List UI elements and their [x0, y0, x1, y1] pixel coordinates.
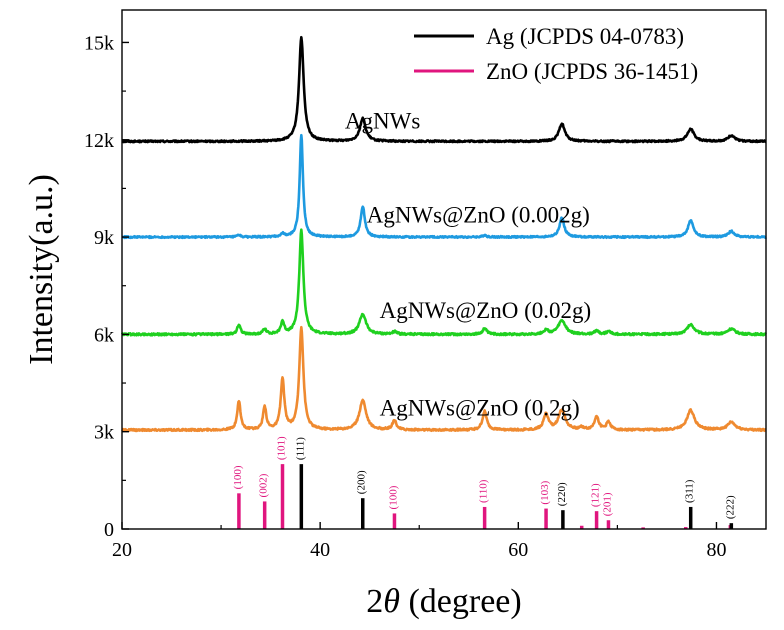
- stick-label: (311): [684, 479, 696, 503]
- x-tick-label: 20: [112, 539, 132, 561]
- legend-label: ZnO (JCPDS 36-1451): [486, 59, 698, 84]
- y-tick-label: 12k: [84, 130, 114, 152]
- x-tick-label: 60: [508, 539, 528, 561]
- y-tick-label: 3k: [94, 422, 114, 444]
- stick-label: (100): [387, 485, 399, 509]
- y-tick-label: 6k: [94, 324, 114, 346]
- y-axis-title: Intensity(a.u.): [23, 174, 60, 365]
- stick-label: (100): [232, 465, 244, 489]
- stick-label: (110): [478, 479, 490, 503]
- stick-label: (201): [601, 492, 613, 516]
- series-group: AgNWs AgNWs@ZnO (0.002g) AgNWs@ZnO (0.02g)…: [120, 35, 768, 433]
- axis-ticks: 20 40 60 80 0 3k 6k 9k 12k 15k: [84, 32, 726, 561]
- series-line: [120, 228, 768, 337]
- series-label: AgNWs: [345, 108, 420, 133]
- y-tick-label: 15k: [84, 32, 114, 54]
- series-label: AgNWs@ZnO (0.2g): [380, 395, 580, 420]
- y-tick-label: 0: [104, 519, 114, 541]
- x-axis-title-suffix: (degree): [400, 583, 522, 620]
- stick-label: (200): [356, 470, 368, 494]
- stick-label: (121): [590, 483, 602, 507]
- stick-label: (222): [724, 495, 736, 519]
- stick-label: (002): [258, 473, 270, 497]
- legend: Ag (JCPDS 04-0783) ZnO (JCPDS 36-1451): [414, 24, 698, 84]
- x-axis-title: 2θ (degree): [366, 583, 521, 620]
- plot-border: [121, 9, 767, 530]
- x-axis-title-prefix: 2: [366, 583, 383, 620]
- stick-label: (101): [276, 436, 288, 460]
- stick-label: (111): [294, 437, 306, 460]
- stick-label: (220): [556, 482, 568, 506]
- series-label: AgNWs@ZnO (0.02g): [380, 298, 592, 323]
- stick-label: (103): [539, 480, 551, 504]
- plot-frame: [121, 9, 767, 530]
- series-line: [121, 35, 767, 144]
- series-line: [121, 133, 768, 240]
- series-label: AgNWs@ZnO (0.002g): [367, 202, 590, 227]
- legend-label: Ag (JCPDS 04-0783): [486, 24, 684, 49]
- reference-sticks: (100) (002) (101) (111) (200) (100) (110) (103)…: [232, 436, 736, 529]
- series-line: [121, 325, 767, 433]
- axis-labels: 2θ (degree) Intensity(a.u.): [23, 174, 522, 620]
- x-tick-label: 40: [310, 539, 330, 561]
- x-tick-label: 80: [706, 539, 726, 561]
- x-axis-title-theta: θ: [383, 583, 400, 620]
- y-tick-label: 9k: [94, 227, 114, 249]
